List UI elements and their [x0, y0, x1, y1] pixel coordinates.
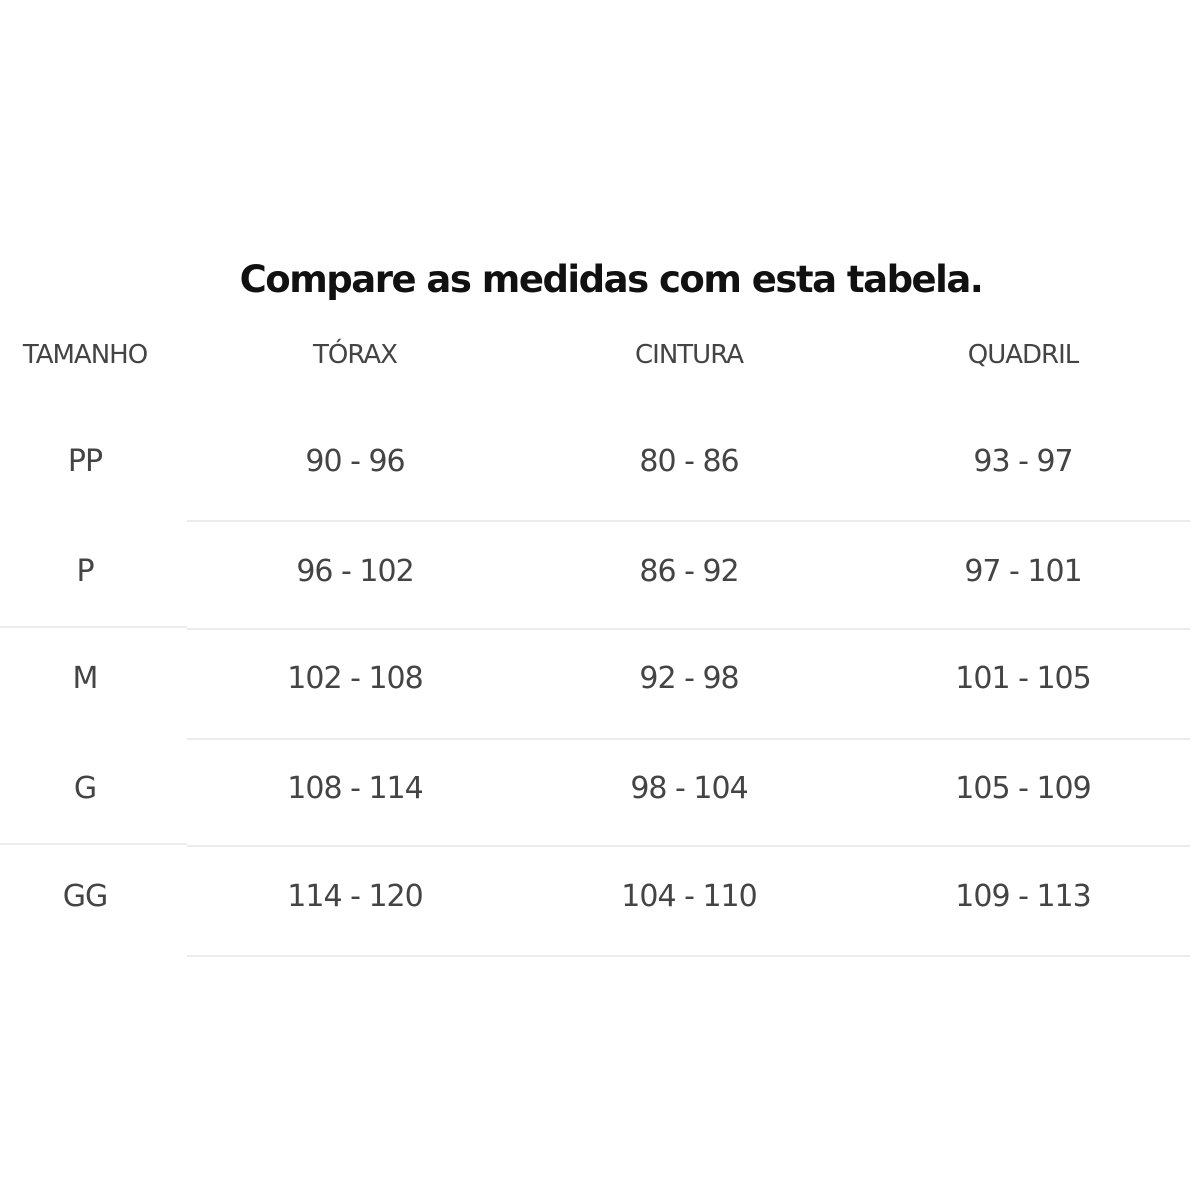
row-divider: [187, 520, 1190, 522]
cell-waist: 98 - 104: [630, 771, 748, 806]
cell-size: M: [72, 661, 99, 696]
cell-chest: 96 - 102: [296, 554, 414, 589]
row-divider: [187, 738, 1190, 740]
cell-waist: 92 - 98: [639, 661, 739, 696]
cell-size: P: [76, 554, 94, 589]
cell-hip: 93 - 97: [973, 444, 1073, 479]
header-waist: CINTURA: [635, 340, 744, 370]
cell-chest: 114 - 120: [287, 879, 423, 914]
row-divider: [0, 843, 187, 845]
cell-chest: 108 - 114: [287, 771, 423, 806]
row-divider: [187, 628, 1190, 630]
cell-size: G: [73, 771, 97, 806]
header-hip: QUADRIL: [967, 340, 1080, 370]
cell-chest: 90 - 96: [305, 444, 405, 479]
cell-size: PP: [67, 444, 103, 479]
cell-hip: 109 - 113: [955, 879, 1091, 914]
row-divider: [187, 845, 1190, 847]
cell-hip: 101 - 105: [955, 661, 1091, 696]
cell-chest: 102 - 108: [287, 661, 423, 696]
cell-size: GG: [62, 879, 108, 914]
row-divider: [0, 626, 187, 628]
cell-waist: 80 - 86: [639, 444, 739, 479]
header-chest: TÓRAX: [313, 340, 398, 370]
cell-waist: 86 - 92: [639, 554, 739, 589]
cell-hip: 97 - 101: [964, 554, 1082, 589]
row-divider: [187, 955, 1190, 957]
page-title: Compare as medidas com esta tabela.: [239, 258, 984, 301]
cell-waist: 104 - 110: [621, 879, 757, 914]
header-size: TAMANHO: [22, 340, 148, 370]
cell-hip: 105 - 109: [955, 771, 1091, 806]
